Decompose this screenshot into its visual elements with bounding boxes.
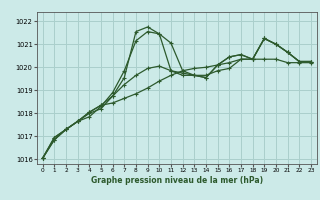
X-axis label: Graphe pression niveau de la mer (hPa): Graphe pression niveau de la mer (hPa) — [91, 176, 263, 185]
